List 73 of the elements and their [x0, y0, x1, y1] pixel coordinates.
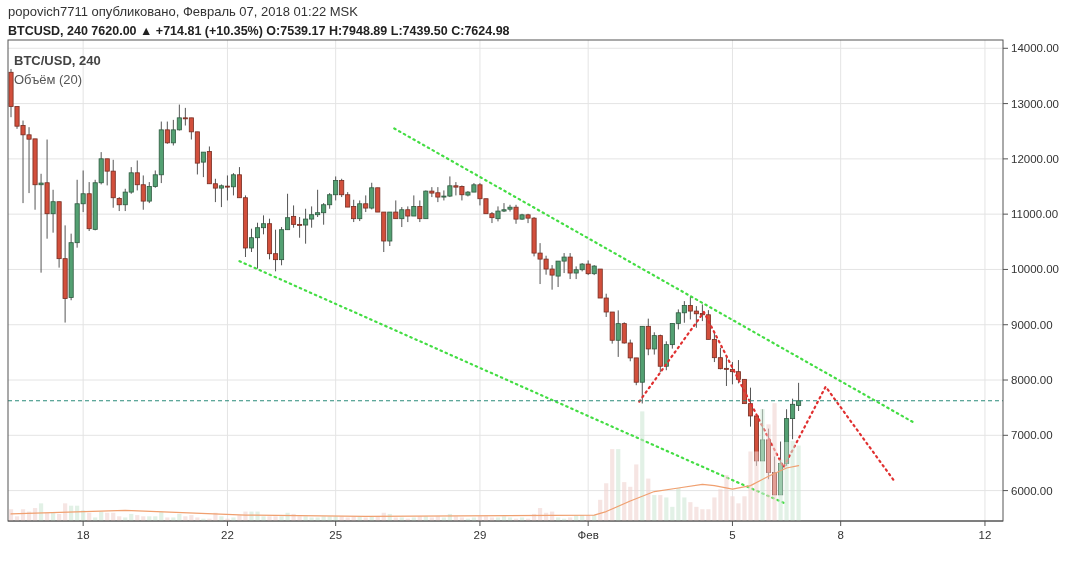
x-tick-label: 5: [729, 529, 736, 541]
bar: [279, 516, 284, 521]
bar: [724, 475, 729, 521]
candlestick: [417, 199, 423, 223]
x-tick-label: 12: [978, 529, 992, 541]
bar: [760, 409, 765, 521]
bar: [303, 516, 308, 521]
y-tick-label: 6000.00: [1011, 484, 1053, 497]
bar: [682, 497, 687, 521]
bar: [712, 497, 717, 521]
x-tick-label: 29: [473, 529, 487, 541]
candlestick: [399, 206, 405, 228]
bar: [261, 516, 266, 521]
bar: [700, 509, 705, 521]
bar: [766, 424, 771, 521]
y-tick-label: 11000.00: [1011, 208, 1059, 221]
bar: [273, 516, 278, 521]
text: Объём (20): [14, 72, 83, 87]
bar: [772, 403, 777, 521]
bar: [658, 495, 663, 521]
bar: [730, 496, 735, 521]
x-tick-label: 18: [76, 529, 90, 541]
bar: [652, 495, 657, 521]
bar: [231, 517, 236, 521]
y-tick-label: 14000.00: [1011, 42, 1059, 55]
bar: [742, 496, 747, 521]
candlestick: [651, 331, 657, 356]
candlestick: [50, 189, 56, 234]
candlestick: [200, 151, 206, 178]
x-tick-label: 8: [837, 529, 844, 541]
bar: [219, 516, 224, 521]
candlestick: [218, 183, 224, 208]
bar: [634, 464, 639, 521]
candlestick: [369, 182, 375, 210]
candlestick: [230, 172, 236, 196]
bar: [267, 516, 272, 521]
candlestick: [615, 309, 621, 358]
bar: [748, 451, 753, 521]
candlestick: [224, 174, 230, 201]
candlestick: [645, 318, 651, 356]
candlestick: [38, 173, 44, 274]
line-series: [638, 310, 896, 483]
bar: [640, 411, 645, 521]
bar: [706, 509, 711, 521]
x-tick-label: 25: [329, 529, 343, 541]
candlestick: [357, 199, 363, 222]
bar: [778, 459, 783, 521]
candlestick: [513, 204, 519, 225]
y-tick-label: 12000.00: [1011, 152, 1059, 165]
y-tick-label: 7000.00: [1011, 429, 1053, 442]
candlestick: [393, 199, 399, 220]
bar: [610, 449, 615, 521]
x-tick-label: Фев: [577, 529, 599, 541]
text: BTCUSD, 240 7620.00 ▲ +714.81 (+10.35%) O:7539.17 H:7948.89 L:7439.50 C:7624.98: [8, 24, 510, 38]
bar: [676, 488, 681, 521]
bar: [688, 502, 693, 521]
text: popovich7711 опубликовано, Февраль 07, 2018 01:22 MSK: [8, 4, 359, 19]
bar: [616, 449, 621, 521]
y-tick-label: 8000.00: [1011, 374, 1053, 387]
bar: [736, 503, 741, 521]
bar: [796, 445, 801, 521]
candlestick: [567, 252, 573, 280]
y-tick-label: 10000.00: [1011, 263, 1059, 276]
text: BTC/USD, 240: [14, 53, 101, 68]
bar: [718, 489, 723, 521]
y-tick-label: 9000.00: [1011, 318, 1053, 331]
candlestick: [411, 194, 417, 217]
bar: [664, 497, 669, 521]
x-tick-label: 22: [221, 529, 234, 541]
bar: [297, 516, 302, 521]
y-tick-label: 13000.00: [1011, 97, 1059, 110]
bar: [790, 440, 795, 521]
candlestick: [164, 121, 170, 145]
